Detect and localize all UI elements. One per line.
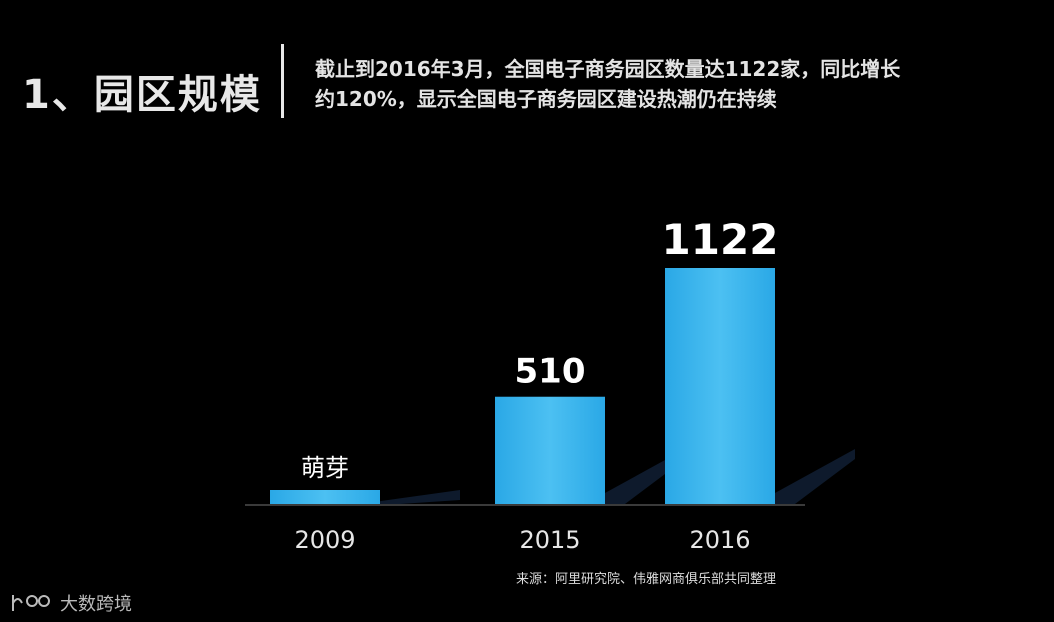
bar-2009: [270, 490, 380, 504]
watermark-text: 大数跨境: [60, 594, 132, 615]
watermark: 大数跨境: [10, 590, 132, 616]
bar-2016: [665, 268, 775, 504]
data-label-2015: 510: [515, 352, 586, 392]
x-tick-label-2016: 2016: [689, 526, 750, 554]
data-label-2009: 萌芽: [301, 454, 349, 482]
x-tick-label-2009: 2009: [294, 526, 355, 554]
bar-shadow: [380, 490, 460, 504]
section-title: 1、园区规模: [22, 72, 262, 118]
source-note: 来源：阿里研究院、伟雅网商俱乐部共同整理: [516, 572, 777, 587]
data-label-2016: 1122: [662, 215, 779, 264]
description-line-2: 约120%，显示全国电子商务园区建设热潮仍在持续: [315, 87, 777, 111]
title-divider: [281, 44, 284, 118]
bar-shadow: [775, 449, 855, 504]
description: 截止到2016年3月，全国电子商务园区数量达1122家，同比增长 约120%，显…: [315, 54, 1035, 114]
description-line-1: 截止到2016年3月，全国电子商务园区数量达1122家，同比增长: [315, 57, 901, 81]
x-tick-label-2015: 2015: [519, 526, 580, 554]
logo-icon: [12, 595, 50, 611]
bar-2015: [495, 396, 605, 504]
